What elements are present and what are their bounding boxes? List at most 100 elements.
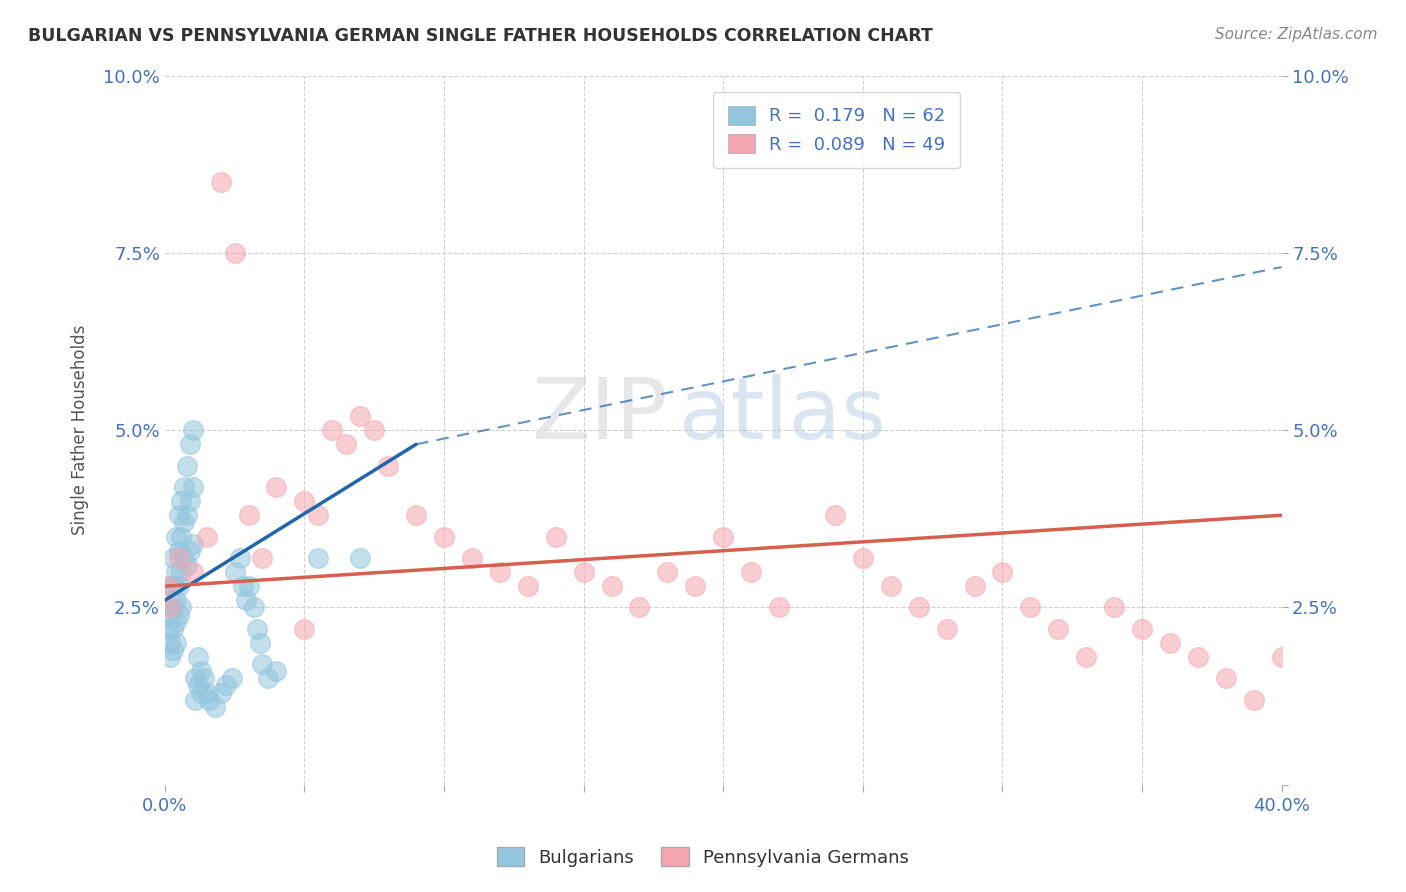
Point xyxy=(243,600,266,615)
Point xyxy=(209,685,232,699)
Point xyxy=(321,423,343,437)
Point xyxy=(740,565,762,579)
Point xyxy=(162,600,184,615)
Point xyxy=(1187,650,1209,665)
Point xyxy=(1215,672,1237,686)
Point xyxy=(167,543,190,558)
Point xyxy=(159,579,181,593)
Point xyxy=(165,636,187,650)
Point xyxy=(162,622,184,636)
Point xyxy=(246,622,269,636)
Point xyxy=(156,600,179,615)
Point xyxy=(628,600,651,615)
Point xyxy=(167,579,190,593)
Point xyxy=(159,600,181,615)
Point xyxy=(461,550,484,565)
Point xyxy=(181,565,204,579)
Point xyxy=(193,672,215,686)
Point xyxy=(190,665,212,679)
Point xyxy=(249,636,271,650)
Point xyxy=(349,550,371,565)
Point xyxy=(572,565,595,579)
Point xyxy=(488,565,510,579)
Legend: R =  0.179   N = 62, R =  0.089   N = 49: R = 0.179 N = 62, R = 0.089 N = 49 xyxy=(713,92,960,169)
Point xyxy=(1019,600,1042,615)
Point xyxy=(1076,650,1098,665)
Point xyxy=(991,565,1014,579)
Point xyxy=(221,672,243,686)
Point xyxy=(176,458,198,473)
Text: Source: ZipAtlas.com: Source: ZipAtlas.com xyxy=(1215,27,1378,42)
Point xyxy=(600,579,623,593)
Point xyxy=(907,600,929,615)
Point xyxy=(349,409,371,423)
Point xyxy=(187,678,209,692)
Point xyxy=(165,529,187,543)
Point xyxy=(238,579,260,593)
Point xyxy=(184,672,207,686)
Point xyxy=(257,672,280,686)
Point xyxy=(852,550,875,565)
Point xyxy=(229,550,252,565)
Point xyxy=(204,699,226,714)
Point xyxy=(292,494,315,508)
Point xyxy=(768,600,790,615)
Point xyxy=(252,550,274,565)
Point xyxy=(159,636,181,650)
Point xyxy=(167,508,190,523)
Point xyxy=(167,550,190,565)
Point xyxy=(195,685,218,699)
Point xyxy=(1102,600,1125,615)
Point xyxy=(165,565,187,579)
Point xyxy=(1047,622,1070,636)
Point xyxy=(195,529,218,543)
Point xyxy=(173,550,195,565)
Point xyxy=(198,692,221,706)
Point xyxy=(307,508,329,523)
Point xyxy=(292,622,315,636)
Point xyxy=(209,175,232,189)
Point xyxy=(162,579,184,593)
Point xyxy=(685,579,707,593)
Point xyxy=(266,480,288,494)
Point xyxy=(170,600,193,615)
Point xyxy=(156,579,179,593)
Point xyxy=(235,593,257,607)
Legend: Bulgarians, Pennsylvania Germans: Bulgarians, Pennsylvania Germans xyxy=(489,840,917,874)
Point xyxy=(165,593,187,607)
Point xyxy=(224,565,246,579)
Point xyxy=(184,692,207,706)
Point xyxy=(181,423,204,437)
Point xyxy=(156,622,179,636)
Point xyxy=(159,607,181,622)
Point xyxy=(1243,692,1265,706)
Point xyxy=(170,529,193,543)
Point xyxy=(1159,636,1181,650)
Point xyxy=(711,529,734,543)
Point xyxy=(181,480,204,494)
Point xyxy=(238,508,260,523)
Point xyxy=(544,529,567,543)
Point xyxy=(335,437,357,451)
Point xyxy=(433,529,456,543)
Point xyxy=(173,480,195,494)
Text: ZIP: ZIP xyxy=(531,375,668,458)
Point xyxy=(657,565,679,579)
Point xyxy=(165,615,187,629)
Point xyxy=(880,579,903,593)
Point xyxy=(181,536,204,550)
Point xyxy=(232,579,254,593)
Point xyxy=(215,678,238,692)
Point xyxy=(187,650,209,665)
Point xyxy=(159,650,181,665)
Point xyxy=(176,558,198,572)
Point xyxy=(162,550,184,565)
Point xyxy=(516,579,538,593)
Text: BULGARIAN VS PENNSYLVANIA GERMAN SINGLE FATHER HOUSEHOLDS CORRELATION CHART: BULGARIAN VS PENNSYLVANIA GERMAN SINGLE … xyxy=(28,27,934,45)
Point xyxy=(935,622,957,636)
Point xyxy=(363,423,385,437)
Point xyxy=(224,245,246,260)
Point xyxy=(173,516,195,530)
Point xyxy=(190,685,212,699)
Point xyxy=(307,550,329,565)
